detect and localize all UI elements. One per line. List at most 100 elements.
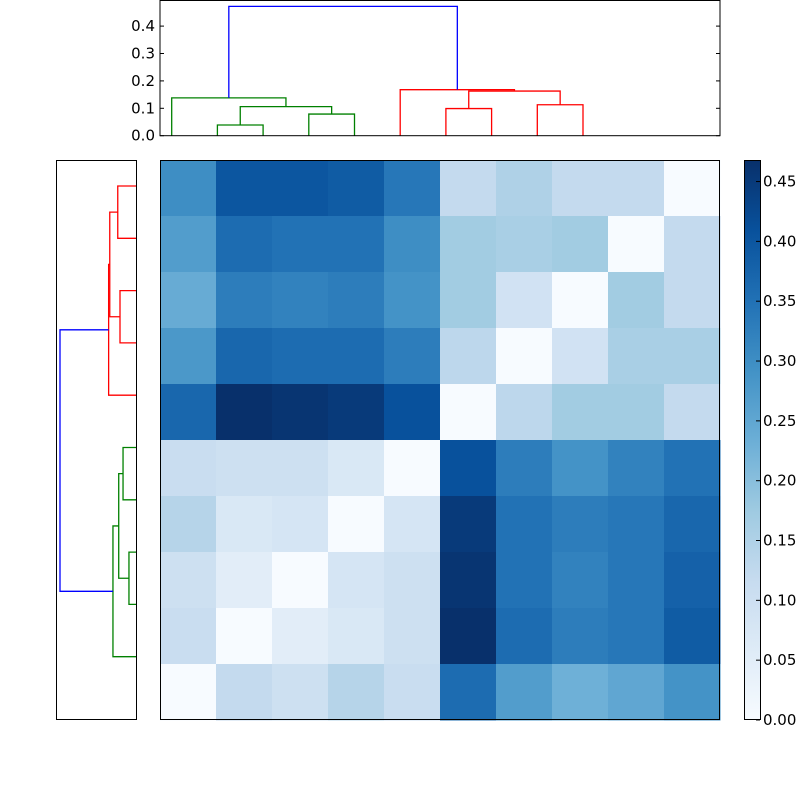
top-dendrogram: 0.0 0.1 0.2 0.3 0.4 bbox=[131, 0, 721, 145]
heatmap-cell-r4-c0 bbox=[160, 384, 217, 441]
dendrogram-link-left-0 bbox=[117, 185, 136, 239]
dendrogram-link-top-6 bbox=[468, 90, 561, 109]
y-tick-label: 0.3 bbox=[131, 45, 155, 63]
colorbar: 0.00 0.05 0.10 0.15 0.20 0.25 0.30 0.35 0.40 0.45 bbox=[744, 160, 796, 729]
dendrogram-link-top-4 bbox=[445, 107, 493, 136]
heatmap-cell-r1-c1 bbox=[216, 216, 273, 273]
heatmap-cell-r0-c8 bbox=[608, 160, 665, 217]
heatmap-cell-r7-c0 bbox=[160, 552, 217, 609]
heatmap-cell-r1-c2 bbox=[272, 216, 329, 273]
heatmap-cell-r1-c5 bbox=[440, 216, 497, 273]
heatmap-cell-r2-c4 bbox=[384, 272, 441, 329]
heatmap-cell-r1-c7 bbox=[552, 216, 609, 273]
heatmap-cell-r7-c7 bbox=[552, 552, 609, 609]
heatmap-cell-r6-c8 bbox=[608, 496, 665, 553]
heatmap-cell-r5-c4 bbox=[384, 440, 441, 497]
heatmap-frame bbox=[160, 160, 720, 720]
heatmap-cell-r9-c6 bbox=[496, 664, 553, 721]
dendrogram-link-top-5 bbox=[536, 104, 584, 136]
heatmap-cell-r8-c1 bbox=[216, 608, 273, 665]
heatmap-cell-r6-c2 bbox=[272, 496, 329, 553]
colorbar-tick-label: 0.25 bbox=[763, 412, 796, 430]
heatmap-cell-r5-c2 bbox=[272, 440, 329, 497]
heatmap-cell-r9-c5 bbox=[440, 664, 497, 721]
dendrogram-link-top-2 bbox=[239, 106, 333, 126]
heatmap-cell-r1-c3 bbox=[328, 216, 385, 273]
heatmap-cell-r3-c5 bbox=[440, 328, 497, 385]
colorbar-tick-label: 0.30 bbox=[763, 352, 796, 370]
left-dendrogram-frame bbox=[56, 160, 137, 720]
heatmap-cell-r2-c1 bbox=[216, 272, 273, 329]
heatmap-cell-r7-c4 bbox=[384, 552, 441, 609]
dendrogram-link-left-1 bbox=[119, 289, 136, 344]
heatmap-cell-r4-c7 bbox=[552, 384, 609, 441]
heatmap-cell-r8-c0 bbox=[160, 608, 217, 665]
top-dendrogram-frame bbox=[159, 0, 721, 137]
heatmap-cell-r5-c9 bbox=[664, 440, 721, 497]
heatmap-cell-r4-c1 bbox=[216, 384, 273, 441]
heatmap-cell-r7-c5 bbox=[440, 552, 497, 609]
dendrogram-link-top-0 bbox=[216, 124, 264, 136]
heatmap-cell-r9-c9 bbox=[664, 664, 721, 721]
y-tick-label: 0.2 bbox=[131, 72, 155, 90]
heatmap-cell-r2-c2 bbox=[272, 272, 329, 329]
colorbar-tick-label: 0.00 bbox=[763, 711, 796, 729]
dendrogram-link-left-6 bbox=[118, 472, 129, 579]
heatmap-cell-r8-c6 bbox=[496, 608, 553, 665]
heatmap-cell-r4-c3 bbox=[328, 384, 385, 441]
heatmap-cell-r5-c8 bbox=[608, 440, 665, 497]
heatmap-cell-r1-c9 bbox=[664, 216, 721, 273]
dendrogram-link-top-3 bbox=[171, 97, 287, 136]
heatmap-cell-r1-c8 bbox=[608, 216, 665, 273]
heatmap-cell-r4-c4 bbox=[384, 384, 441, 441]
heatmap-cell-r7-c8 bbox=[608, 552, 665, 609]
heatmap-cell-r3-c1 bbox=[216, 328, 273, 385]
heatmap-cell-r4-c8 bbox=[608, 384, 665, 441]
y-tick-label: 0.0 bbox=[131, 127, 155, 145]
heatmap-cell-r6-c7 bbox=[552, 496, 609, 553]
dendrogram-link-left-7 bbox=[112, 525, 136, 658]
heatmap-cell-r4-c5 bbox=[440, 384, 497, 441]
heatmap-cell-r9-c1 bbox=[216, 664, 273, 721]
heatmap-cell-r9-c3 bbox=[328, 664, 385, 721]
left-dendrogram bbox=[56, 160, 137, 720]
heatmap-cell-r2-c8 bbox=[608, 272, 665, 329]
heatmap-cell-r2-c5 bbox=[440, 272, 497, 329]
heatmap-cell-r9-c7 bbox=[552, 664, 609, 721]
heatmap-cell-r6-c5 bbox=[440, 496, 497, 553]
heatmap-cell-r6-c3 bbox=[328, 496, 385, 553]
heatmap-cell-r3-c8 bbox=[608, 328, 665, 385]
heatmap-cell-r5-c7 bbox=[552, 440, 609, 497]
heatmap-cell-r4-c9 bbox=[664, 384, 721, 441]
heatmap-cell-r1-c0 bbox=[160, 216, 217, 273]
heatmap bbox=[160, 160, 721, 721]
colorbar-bar bbox=[744, 160, 761, 720]
heatmap-cell-r4-c2 bbox=[272, 384, 329, 441]
y-tick-label: 0.4 bbox=[131, 17, 155, 35]
dendrogram-link-top-7 bbox=[399, 89, 516, 136]
heatmap-cell-r9-c4 bbox=[384, 664, 441, 721]
colorbar-tick-label: 0.45 bbox=[763, 173, 796, 191]
colorbar-tick-label: 0.40 bbox=[763, 232, 796, 250]
heatmap-cell-r9-c2 bbox=[272, 664, 329, 721]
colorbar-tick-label: 0.35 bbox=[763, 292, 796, 310]
heatmap-cell-r2-c6 bbox=[496, 272, 553, 329]
dendrogram-link-left-8 bbox=[59, 329, 113, 592]
heatmap-cell-r5-c5 bbox=[440, 440, 497, 497]
heatmap-cell-r9-c8 bbox=[608, 664, 665, 721]
heatmap-cell-r7-c1 bbox=[216, 552, 273, 609]
y-tick-label: 0.1 bbox=[131, 99, 155, 117]
heatmap-cell-r2-c0 bbox=[160, 272, 217, 329]
colorbar-tick-label: 0.05 bbox=[763, 651, 796, 669]
dendrogram-link-left-3 bbox=[107, 263, 136, 396]
heatmap-cell-r2-c7 bbox=[552, 272, 609, 329]
heatmap-cell-r3-c7 bbox=[552, 328, 609, 385]
heatmap-cell-r0-c7 bbox=[552, 160, 609, 217]
heatmap-cell-r1-c4 bbox=[384, 216, 441, 273]
heatmap-cell-r9-c0 bbox=[160, 664, 217, 721]
heatmap-cell-r3-c3 bbox=[328, 328, 385, 385]
heatmap-cell-r8-c3 bbox=[328, 608, 385, 665]
dendrogram-link-left-5 bbox=[128, 551, 136, 606]
dendrogram-link-top-8 bbox=[228, 5, 458, 98]
